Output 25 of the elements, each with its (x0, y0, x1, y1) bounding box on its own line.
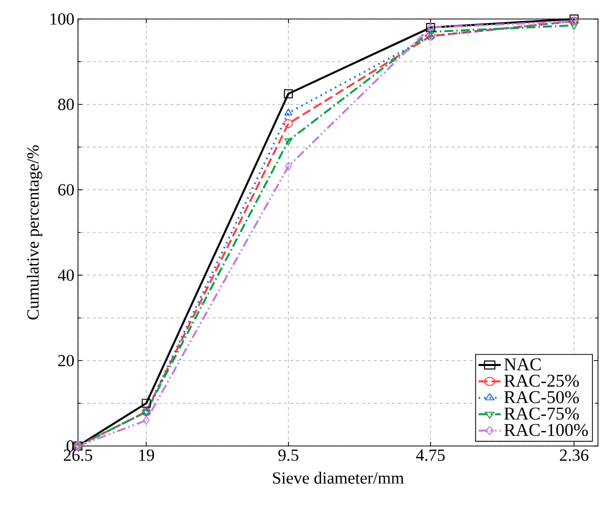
legend-label: RAC-100% (504, 424, 588, 436)
x-tick-label: 2.36 (560, 450, 588, 461)
legend-label: NAC (504, 358, 541, 370)
x-tick-label: 19 (139, 450, 154, 461)
y-tick-label: 100 (50, 13, 74, 25)
point (142, 416, 150, 425)
point (426, 29, 435, 36)
point (284, 89, 293, 98)
legend-label: RAC-25% (504, 374, 579, 387)
y-tick-label: 40 (58, 269, 74, 281)
point (570, 22, 578, 30)
y-tick-label: 20 (58, 354, 74, 366)
y-tick-label: 60 (58, 184, 74, 196)
x-axis-title: Sieve diameter/mm (273, 472, 404, 484)
point (284, 162, 292, 171)
legend-label: RAC-50% (504, 391, 579, 404)
point (284, 119, 293, 128)
point (284, 108, 292, 116)
x-tick-label: 9.5 (278, 450, 298, 461)
point (142, 398, 151, 408)
y-axis-title: Cumulative percentage/% (26, 145, 42, 320)
legend-label: RAC-75% (504, 408, 579, 420)
x-tick-label: 4.75 (416, 450, 445, 461)
point (284, 138, 292, 146)
y-tick-label: 80 (58, 98, 74, 110)
